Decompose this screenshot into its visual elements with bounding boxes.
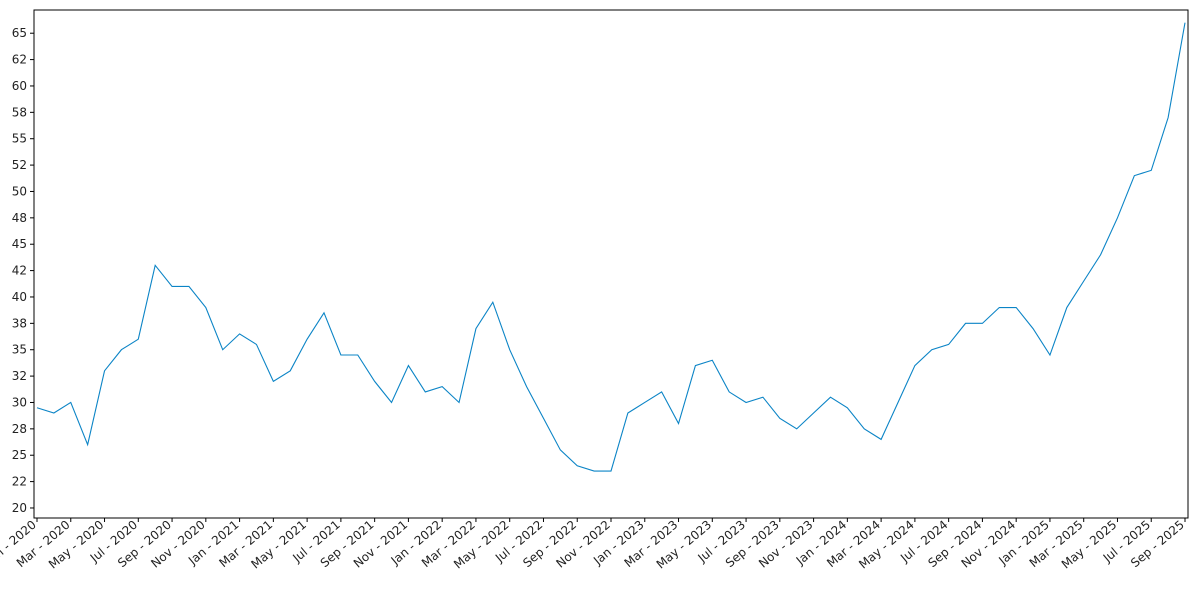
y-tick-label: 55 <box>12 132 27 146</box>
y-tick-label: 22 <box>12 475 27 489</box>
y-tick-label: 32 <box>12 369 27 383</box>
y-tick-label: 58 <box>12 105 27 119</box>
y-tick-label: 20 <box>12 501 27 515</box>
y-tick-label: 30 <box>12 395 27 409</box>
y-tick-label: 38 <box>12 316 27 330</box>
y-tick-label: 50 <box>12 184 27 198</box>
y-tick-label: 60 <box>12 79 27 93</box>
y-tick-label: 40 <box>12 290 27 304</box>
y-tick-label: 35 <box>12 343 27 357</box>
y-tick-label: 62 <box>12 53 27 67</box>
line <box>36 22 1186 472</box>
y-tick-label: 42 <box>12 264 27 278</box>
y-tick-label: 45 <box>12 237 27 251</box>
y-tick-label: 65 <box>12 26 27 40</box>
y-tick-label: 52 <box>12 158 27 172</box>
plot-frame <box>33 9 1189 519</box>
y-tick-label: 48 <box>12 211 27 225</box>
y-tick-label: 28 <box>12 422 27 436</box>
y-tick-label: 25 <box>12 448 27 462</box>
